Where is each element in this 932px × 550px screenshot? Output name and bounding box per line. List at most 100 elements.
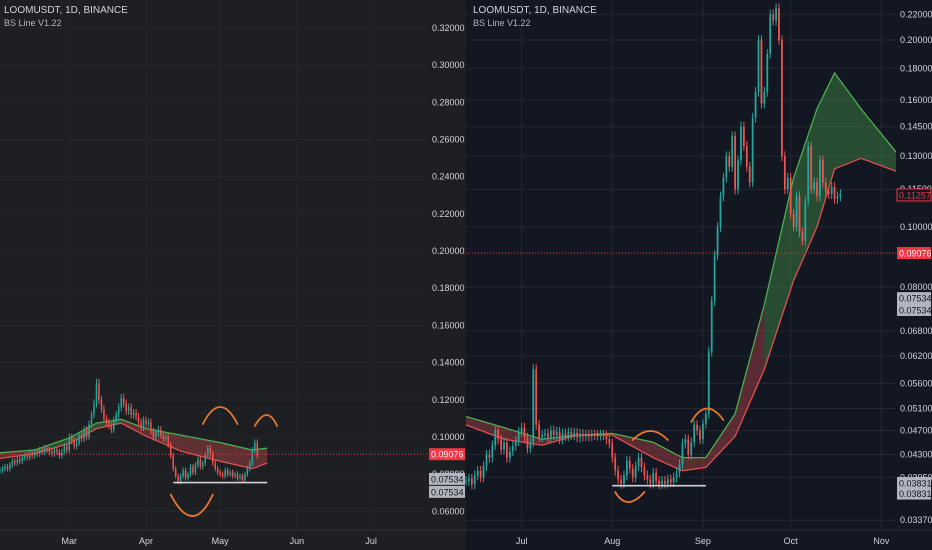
candle-body xyxy=(485,454,488,467)
candle-body xyxy=(88,424,90,438)
candle-body xyxy=(204,455,207,464)
candle-body xyxy=(503,442,505,450)
candle-body xyxy=(549,430,552,438)
candle-body xyxy=(226,470,229,475)
left-chart-title: LOOMUSDT, 1D, BINANCE xyxy=(4,5,128,16)
candle-body xyxy=(821,160,824,183)
candle-body xyxy=(26,455,28,458)
band-fill-segment xyxy=(220,442,253,469)
candle-body xyxy=(672,477,675,483)
candle-body xyxy=(147,422,150,424)
candle-body xyxy=(745,146,748,167)
candle-body xyxy=(579,433,581,438)
right-price-axis[interactable]: 0.22000 0.20000 0.18000 0.16000 0.14500 0.130… xyxy=(896,9,932,525)
candle-body xyxy=(728,156,731,167)
candle-body xyxy=(179,476,182,482)
candle-body xyxy=(494,430,497,446)
candle-body xyxy=(751,117,754,183)
candle-body xyxy=(95,383,98,404)
candle-body xyxy=(199,459,202,467)
candle-body xyxy=(127,407,130,411)
candle-body xyxy=(795,196,798,227)
x-tick-label: Nov xyxy=(873,536,890,546)
candle-body xyxy=(16,459,19,464)
candle-body xyxy=(666,479,669,484)
candle-body xyxy=(56,450,58,452)
left-indicator-label[interactable]: BS Line V1.22 xyxy=(4,18,62,28)
candle-body xyxy=(664,480,666,484)
candle-body xyxy=(704,413,707,424)
candle-body xyxy=(31,453,33,456)
candle-body xyxy=(254,442,256,451)
band-fill-segment xyxy=(653,442,683,471)
candle-body xyxy=(155,433,157,438)
annotation-arc xyxy=(614,491,646,503)
candle-body xyxy=(789,177,792,214)
candle-body xyxy=(160,429,162,436)
candle-body xyxy=(145,420,147,424)
right-chart-pane[interactable]: 0.22000 0.20000 0.18000 0.16000 0.14500 0.130… xyxy=(465,0,932,550)
candle-body xyxy=(804,201,807,241)
annotation-arc xyxy=(631,430,669,441)
candle-body xyxy=(652,472,655,484)
y-tick-label: 0.16000 xyxy=(900,95,932,105)
candle-body xyxy=(734,136,737,190)
candle-body xyxy=(63,446,66,452)
candle-body xyxy=(214,463,217,469)
band-fill-segment xyxy=(735,304,765,437)
candle-body xyxy=(558,431,561,440)
x-tick-label: Sep xyxy=(695,536,711,546)
candle-body xyxy=(68,437,71,451)
candle-body xyxy=(582,433,584,437)
left-chart-background xyxy=(0,0,466,550)
candle-body xyxy=(244,474,246,480)
candle-body xyxy=(508,451,511,458)
price-tag-label: 0.07534 xyxy=(431,487,464,497)
price-tag xyxy=(897,476,931,489)
candle-body xyxy=(239,476,241,478)
band-fill-segment xyxy=(121,419,146,437)
candle-body xyxy=(33,451,36,456)
candle-body xyxy=(775,8,777,21)
candle-body xyxy=(710,300,713,352)
left-chart-pane[interactable]: 0.32000 0.30000 0.28000 0.26000 0.24000 0.220… xyxy=(0,0,466,550)
candle-body xyxy=(669,479,672,483)
price-tag-label: 0.09076 xyxy=(431,450,464,460)
candle-body xyxy=(658,480,660,485)
candle-body xyxy=(646,475,649,480)
candle-body xyxy=(41,450,43,452)
candle-body xyxy=(53,450,56,454)
right-time-axis[interactable]: Jul Aug Sep Oct Nov xyxy=(516,536,890,546)
price-tag xyxy=(429,485,465,498)
candle-body xyxy=(596,435,599,437)
candle-body xyxy=(164,437,167,439)
y-tick-label: 0.14000 xyxy=(432,358,465,368)
candle-body xyxy=(48,450,51,452)
candle-body xyxy=(256,442,259,456)
y-tick-label: 0.06000 xyxy=(432,506,465,516)
candle-body xyxy=(532,369,535,443)
candle-body xyxy=(661,480,663,485)
candle-body xyxy=(182,470,184,477)
left-time-axis[interactable]: Mar Apr May Jun Jul xyxy=(62,536,377,546)
left-price-axis[interactable]: 0.32000 0.30000 0.28000 0.26000 0.24000 0.220… xyxy=(429,23,465,517)
right-gridlines xyxy=(466,0,932,531)
candle-body xyxy=(766,53,769,92)
candle-body xyxy=(684,439,687,444)
band-fill-segment xyxy=(34,437,70,454)
candle-body xyxy=(90,414,93,424)
band-fill-segment xyxy=(252,448,268,469)
price-tag-label: 0.03831 xyxy=(899,478,932,488)
candle-body xyxy=(640,457,643,468)
y-tick-label: 0.04300 xyxy=(900,450,932,460)
candle-body xyxy=(827,191,830,194)
y-tick-label: 0.05600 xyxy=(900,378,932,388)
left-candles xyxy=(0,378,259,485)
candle-body xyxy=(142,420,145,428)
candle-body xyxy=(623,475,625,484)
y-tick-label: 0.20000 xyxy=(432,246,465,256)
candle-body xyxy=(135,412,137,417)
candle-body xyxy=(73,440,75,447)
right-indicator-label[interactable]: BS Line V1.22 xyxy=(473,18,531,28)
